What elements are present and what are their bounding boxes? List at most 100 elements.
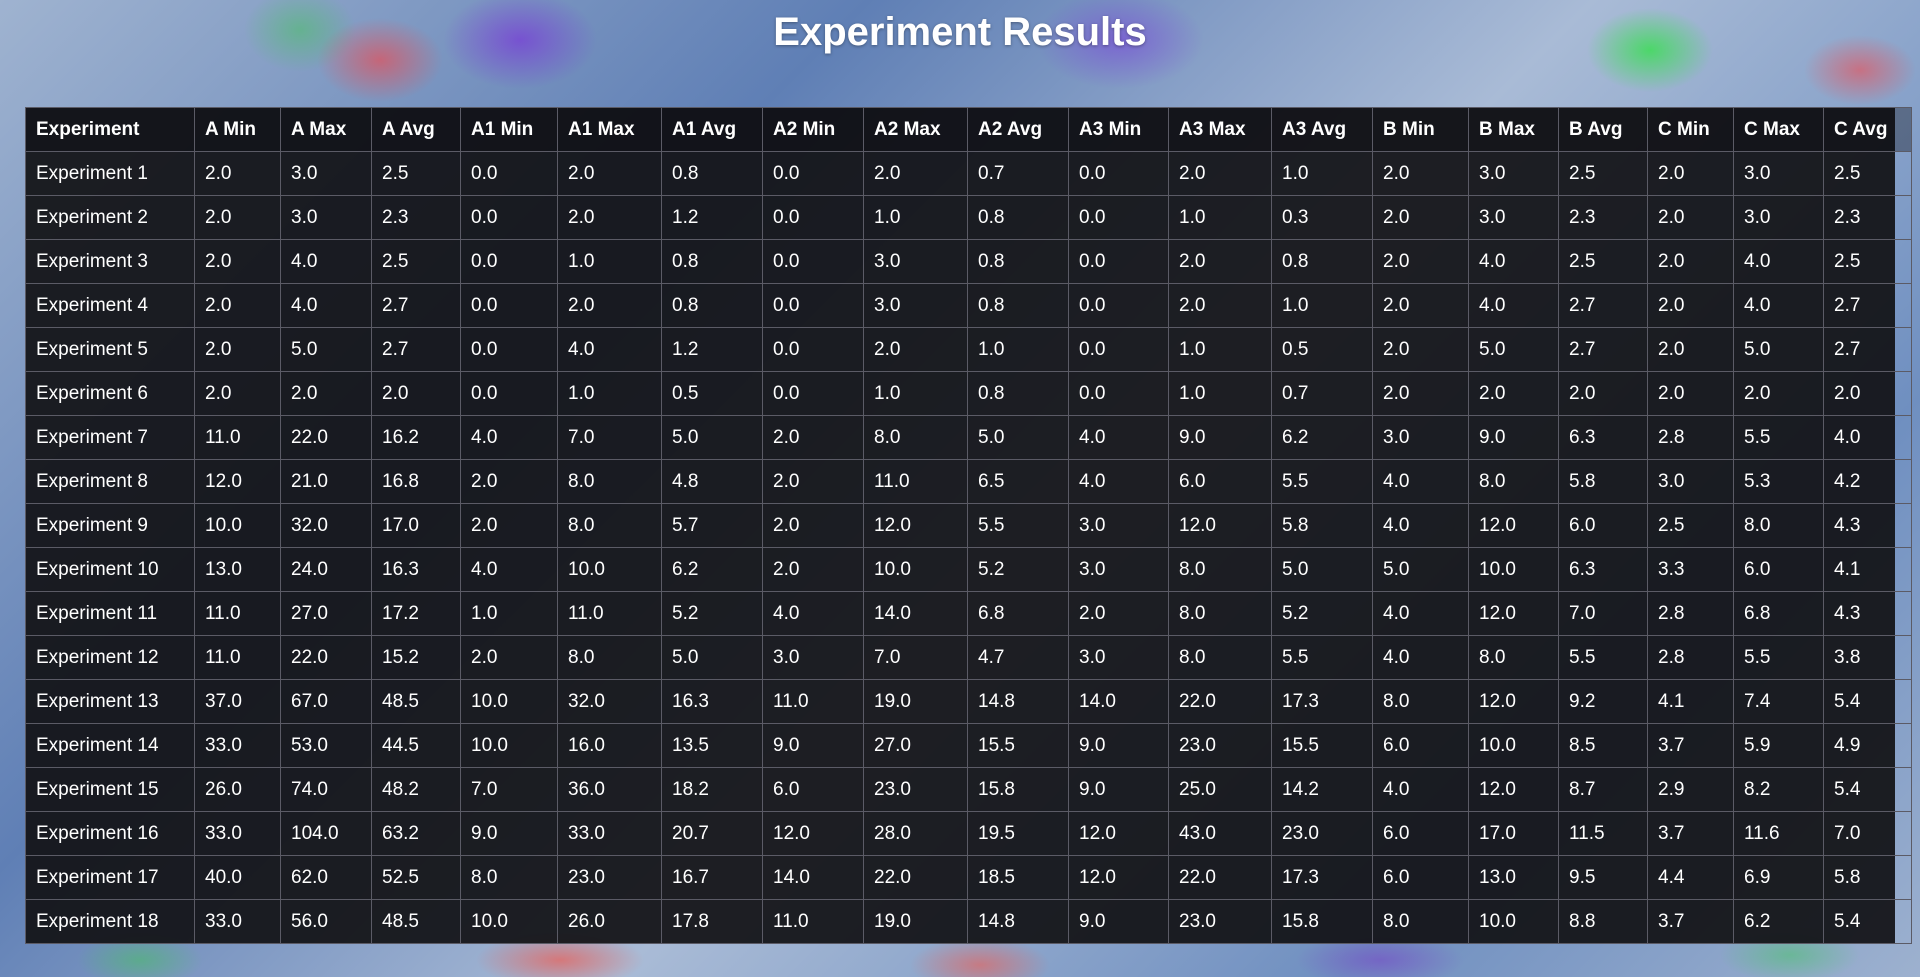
table-cell: 4.0 bbox=[1068, 459, 1169, 504]
table-cell: 5.8 bbox=[1558, 459, 1648, 504]
experiment-name-cell: Experiment 13 bbox=[25, 679, 195, 724]
table-cell: 4.0 bbox=[1733, 283, 1824, 328]
table-cell: 9.0 bbox=[1068, 899, 1169, 944]
table-cell: 1.0 bbox=[1168, 195, 1272, 240]
table-cell: 26.0 bbox=[557, 899, 662, 944]
table-cell: 2.0 bbox=[460, 459, 558, 504]
column-header: B Max bbox=[1468, 107, 1559, 152]
table-cell: 2.0 bbox=[1372, 371, 1469, 416]
table-cell: 2.0 bbox=[1647, 195, 1734, 240]
table-cell: 4.0 bbox=[1372, 591, 1469, 636]
table-body: Experiment 1 2.0 3.0 2.5 0.0 2.0 0.8 0.0 2.0 0.7 0… bbox=[25, 151, 1912, 944]
table-cell: 5.2 bbox=[661, 591, 763, 636]
table-cell: 15.8 bbox=[1271, 899, 1373, 944]
table-cell: 7.0 bbox=[1823, 811, 1912, 856]
table-cell: 6.0 bbox=[762, 767, 864, 812]
table-cell: 5.4 bbox=[1823, 679, 1912, 724]
table-cell: 22.0 bbox=[1168, 679, 1272, 724]
table-cell: 36.0 bbox=[557, 767, 662, 812]
table-cell: 11.0 bbox=[762, 679, 864, 724]
table-cell: 44.5 bbox=[371, 723, 461, 768]
table-cell: 2.0 bbox=[1168, 239, 1272, 284]
table-row: Experiment 2 2.0 3.0 2.3 0.0 2.0 1.2 0.0 1.0 0.8 0… bbox=[25, 195, 1912, 240]
table-cell: 2.0 bbox=[762, 503, 864, 548]
table-cell: 4.0 bbox=[1733, 239, 1824, 284]
column-header: A2 Min bbox=[762, 107, 864, 152]
experiment-name-cell: Experiment 10 bbox=[25, 547, 195, 592]
table-cell: 2.8 bbox=[1647, 591, 1734, 636]
table-cell: 4.0 bbox=[1372, 503, 1469, 548]
table-cell: 2.7 bbox=[1558, 283, 1648, 328]
table-cell: 62.0 bbox=[280, 855, 372, 900]
table-cell: 2.0 bbox=[863, 151, 968, 196]
table-cell: 1.0 bbox=[863, 371, 968, 416]
table-cell: 0.0 bbox=[460, 151, 558, 196]
table-cell: 6.0 bbox=[1168, 459, 1272, 504]
table-cell: 8.2 bbox=[1733, 767, 1824, 812]
table-cell: 33.0 bbox=[194, 723, 281, 768]
table-cell: 0.0 bbox=[1068, 283, 1169, 328]
table-cell: 1.2 bbox=[661, 195, 763, 240]
table-cell: 1.2 bbox=[661, 327, 763, 372]
table-cell: 5.2 bbox=[967, 547, 1069, 592]
table-cell: 10.0 bbox=[194, 503, 281, 548]
table-cell: 0.0 bbox=[1068, 327, 1169, 372]
table-cell: 56.0 bbox=[280, 899, 372, 944]
column-header: A Max bbox=[280, 107, 372, 152]
experiment-name-cell: Experiment 14 bbox=[25, 723, 195, 768]
table-cell: 3.7 bbox=[1647, 899, 1734, 944]
table-cell: 3.0 bbox=[1468, 195, 1559, 240]
table-cell: 63.2 bbox=[371, 811, 461, 856]
table-cell: 2.0 bbox=[557, 283, 662, 328]
table-cell: 1.0 bbox=[557, 371, 662, 416]
experiment-name-cell: Experiment 6 bbox=[25, 371, 195, 416]
table-cell: 2.9 bbox=[1647, 767, 1734, 812]
table-cell: 27.0 bbox=[863, 723, 968, 768]
table-cell: 27.0 bbox=[280, 591, 372, 636]
table-cell: 6.0 bbox=[1372, 723, 1469, 768]
table-cell: 5.8 bbox=[1271, 503, 1373, 548]
table-cell: 11.0 bbox=[194, 635, 281, 680]
table-cell: 2.5 bbox=[1558, 239, 1648, 284]
table-cell: 3.0 bbox=[863, 283, 968, 328]
table-cell: 11.0 bbox=[762, 899, 864, 944]
table-cell: 6.3 bbox=[1558, 415, 1648, 460]
table-cell: 5.0 bbox=[661, 415, 763, 460]
table-cell: 17.3 bbox=[1271, 855, 1373, 900]
table-cell: 3.0 bbox=[1068, 503, 1169, 548]
table-cell: 8.0 bbox=[1168, 635, 1272, 680]
table-cell: 9.0 bbox=[1068, 767, 1169, 812]
table-cell: 32.0 bbox=[557, 679, 662, 724]
table-row: Experiment 6 2.0 2.0 2.0 0.0 1.0 0.5 0.0 1.0 0.8 0… bbox=[25, 371, 1912, 416]
table-cell: 12.0 bbox=[863, 503, 968, 548]
table-cell: 8.8 bbox=[1558, 899, 1648, 944]
table-cell: 3.0 bbox=[1647, 459, 1734, 504]
table-cell: 11.0 bbox=[557, 591, 662, 636]
table-cell: 33.0 bbox=[194, 899, 281, 944]
table-cell: 0.0 bbox=[762, 283, 864, 328]
table-cell: 12.0 bbox=[1068, 855, 1169, 900]
table-cell: 4.0 bbox=[1372, 635, 1469, 680]
table-cell: 7.0 bbox=[460, 767, 558, 812]
column-header: C Min bbox=[1647, 107, 1734, 152]
table-cell: 12.0 bbox=[1168, 503, 1272, 548]
column-header: A3 Min bbox=[1068, 107, 1169, 152]
table-cell: 4.8 bbox=[661, 459, 763, 504]
table-cell: 6.0 bbox=[1372, 811, 1469, 856]
table-cell: 4.0 bbox=[460, 547, 558, 592]
table-cell: 5.8 bbox=[1823, 855, 1912, 900]
experiment-name-cell: Experiment 7 bbox=[25, 415, 195, 460]
table-cell: 48.5 bbox=[371, 899, 461, 944]
table-cell: 8.0 bbox=[557, 503, 662, 548]
table-cell: 1.0 bbox=[967, 327, 1069, 372]
table-cell: 1.0 bbox=[1168, 327, 1272, 372]
table-cell: 2.0 bbox=[863, 327, 968, 372]
table-cell: 7.0 bbox=[863, 635, 968, 680]
table-cell: 6.0 bbox=[1372, 855, 1469, 900]
table-cell: 1.0 bbox=[1271, 283, 1373, 328]
table-row: Experiment 1 2.0 3.0 2.5 0.0 2.0 0.8 0.0 2.0 0.7 0… bbox=[25, 151, 1912, 196]
table-cell: 52.5 bbox=[371, 855, 461, 900]
table-cell: 2.0 bbox=[1372, 151, 1469, 196]
table-cell: 2.5 bbox=[1823, 239, 1912, 284]
table-cell: 2.0 bbox=[1647, 151, 1734, 196]
